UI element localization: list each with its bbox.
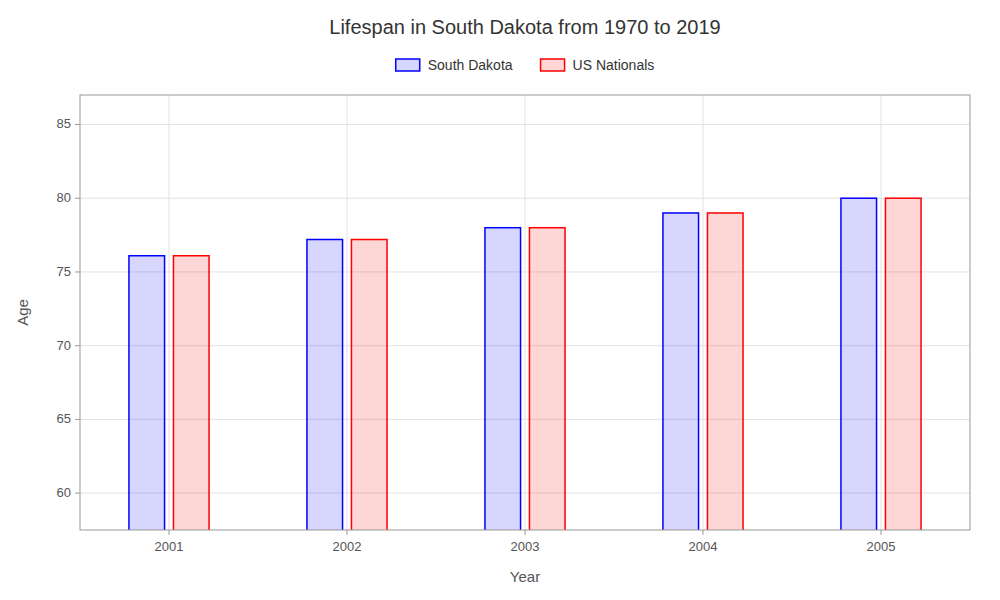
bars <box>129 198 921 530</box>
x-grid-line <box>347 95 348 530</box>
legend-item: US Nationals <box>541 57 655 73</box>
bar <box>307 240 343 530</box>
y-tick-label: 60 <box>57 485 71 500</box>
bar <box>129 256 165 530</box>
bar <box>485 228 521 530</box>
x-tick <box>169 530 170 535</box>
chart-title: Lifespan in South Dakota from 1970 to 20… <box>329 16 720 38</box>
legend-label: South Dakota <box>428 57 513 73</box>
x-axis-label: Year <box>510 568 540 585</box>
x-tick-label: 2004 <box>689 539 718 554</box>
y-tick-label: 65 <box>57 411 71 426</box>
y-tick <box>75 271 80 272</box>
x-tick <box>881 530 882 535</box>
y-tick-label: 75 <box>57 264 71 279</box>
y-tick <box>75 345 80 346</box>
y-tick <box>75 493 80 494</box>
x-tick <box>525 530 526 535</box>
y-axis-label: Age <box>14 299 31 326</box>
y-tick-label: 70 <box>57 338 71 353</box>
bar <box>529 228 565 530</box>
legend-item: South Dakota <box>396 57 513 73</box>
x-tick <box>703 530 704 535</box>
y-axis: 60 65 70 75 80 85 <box>57 116 80 500</box>
bar <box>663 213 699 530</box>
bar <box>707 213 743 530</box>
chart: Lifespan in South Dakota from 1970 to 20… <box>0 0 1000 600</box>
x-tick-label: 2003 <box>511 539 540 554</box>
x-tick-label: 2001 <box>155 539 184 554</box>
y-tick <box>75 198 80 199</box>
y-tick <box>75 124 80 125</box>
y-tick <box>75 419 80 420</box>
y-tick-label: 85 <box>57 116 71 131</box>
legend-swatch <box>541 59 565 71</box>
grid <box>80 95 970 530</box>
legend: South Dakota US Nationals <box>396 57 655 73</box>
plot-frame <box>80 95 970 530</box>
legend-label: US Nationals <box>573 57 655 73</box>
x-grid-line <box>169 95 170 530</box>
x-tick-label: 2002 <box>333 539 362 554</box>
bar <box>841 198 877 530</box>
bar <box>885 198 921 530</box>
x-grid-line <box>881 95 882 530</box>
bar <box>351 240 387 530</box>
legend-swatch <box>396 59 420 71</box>
x-grid-line <box>703 95 704 530</box>
x-tick <box>347 530 348 535</box>
x-tick-label: 2005 <box>867 539 896 554</box>
x-grid-line <box>525 95 526 530</box>
bar <box>173 256 209 530</box>
y-tick-label: 80 <box>57 190 71 205</box>
x-axis: 2001 2002 2003 2004 2005 <box>155 530 896 554</box>
chart-container: Lifespan in South Dakota from 1970 to 20… <box>0 0 1000 600</box>
